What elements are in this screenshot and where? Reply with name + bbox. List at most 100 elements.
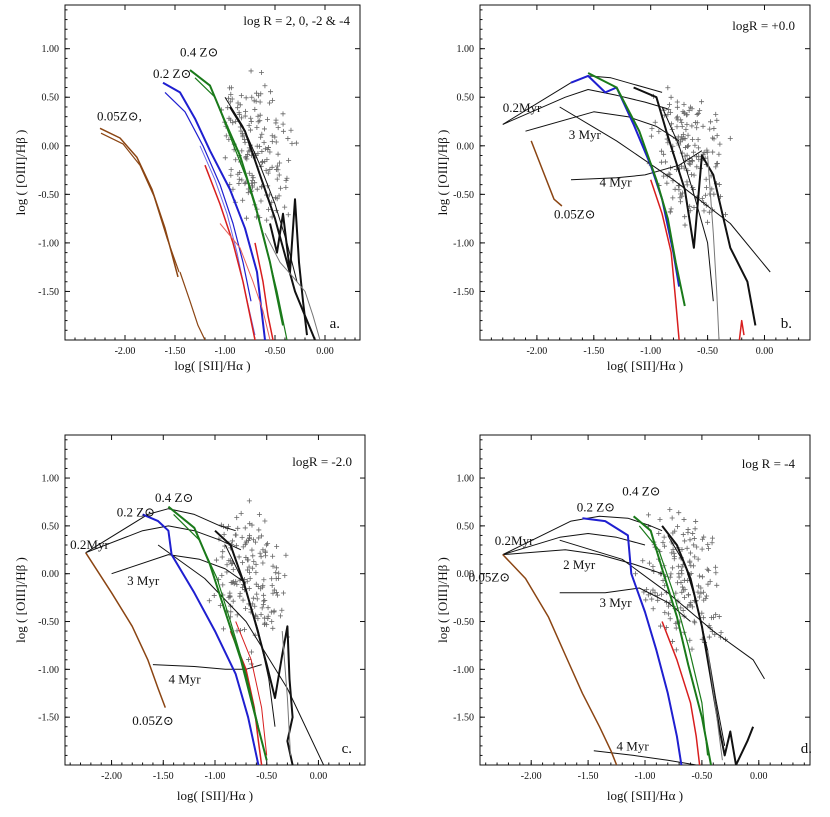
panel-b-series-diag [559, 106, 771, 273]
panel-a-obs-point [261, 126, 267, 132]
panel-d-series-diag [559, 539, 765, 680]
panel-d-obs-point [687, 637, 693, 643]
panel-c-obs-point [258, 611, 264, 617]
panel-c-obs-point [234, 515, 240, 521]
panel-d-y-tick-label: 0.50 [457, 521, 475, 532]
panel-c-obs-point [270, 590, 276, 596]
panel-d-obs-point [675, 524, 681, 530]
panel-a-obs-point [260, 158, 266, 164]
panel-d-obs-point [714, 582, 720, 588]
panel-c-obs-point [250, 595, 256, 601]
panel-d-obs-point [673, 625, 679, 631]
panel-d-obs-point [649, 596, 655, 602]
panel-c-obs-point [280, 590, 286, 596]
panel-d-obs-point [658, 591, 664, 597]
panel-c-obs-point [262, 597, 268, 603]
panel-d-obs-point [645, 512, 651, 518]
panel-c-obs-point [211, 593, 217, 599]
panel-a-ylabel: log ( [OIII]/Hβ ) [13, 130, 28, 216]
panel-b-obs-point [685, 144, 691, 150]
panel-a-obs-point [272, 195, 278, 201]
panel-a-curve-label: 0.2 Z⊙ [153, 66, 191, 81]
panel-c-obs-point [234, 612, 240, 618]
panel-a-obs-point [227, 99, 233, 105]
panel-a-obs-point [230, 120, 236, 126]
panel-d-obs-point [671, 550, 677, 556]
panel-b-curve-label: 4 Myr [599, 175, 632, 190]
panel-b-ylabel: log ( [OIII]/Hβ ) [435, 130, 450, 216]
panel-d-obs-point [692, 554, 698, 560]
panel-c-obs-point [271, 609, 277, 615]
panel-a-obs-point [229, 96, 235, 102]
panel-a-obs-point [243, 155, 249, 161]
panel-b-obs-point [667, 172, 673, 178]
panel-c-obs-point [263, 542, 269, 548]
panel-c-obs-point [246, 564, 252, 570]
panel-b-annotations: 0.2Myr 3 Myr 4 Myr 0.05Z⊙ [503, 100, 633, 222]
panel-d-obs-point [632, 571, 638, 577]
panel-a-curve-label: 0.05Z⊙, [97, 109, 142, 124]
panel-c-x-tick-label: -1.00 [205, 771, 226, 782]
panel-c-obs-point [256, 527, 262, 533]
panel-d-models [502, 515, 765, 765]
panel-b-obs-point [711, 126, 717, 132]
panel-d-obs-point [667, 616, 673, 622]
panel-d-obs-point [713, 570, 719, 576]
panel-c-obs-point [245, 537, 251, 543]
panel-c-obs-point [262, 620, 268, 626]
panel-b-x-tick-label: -1.50 [583, 346, 604, 357]
panel-c-obs-point [261, 622, 267, 628]
panel-b-series-gray [707, 155, 720, 340]
panel-b-y-tick-label: 0.00 [457, 141, 475, 152]
panel-a-series-0-4-z- [189, 69, 284, 326]
panel-d-series-red [661, 621, 701, 765]
panel-c-obs-point [238, 510, 244, 516]
panel-b-obs-point [664, 180, 670, 186]
panel-a-obs-point [255, 113, 261, 119]
panel-d-obs-point [709, 540, 715, 546]
panel-a-obs-point [265, 144, 271, 150]
panel-c-obs-point [253, 539, 259, 545]
panel-d-obs-point [679, 571, 685, 577]
panel-a-obs-point [280, 121, 286, 127]
panel-c-series-brown [85, 552, 167, 708]
panel-c-obs-point [253, 570, 259, 576]
panel-a-obs-point [283, 178, 289, 184]
panel-b-obs-point [699, 196, 705, 202]
panel-c-obs-point [250, 553, 256, 559]
panel-b-obs-point [674, 124, 680, 130]
panel-b-obs-point [713, 111, 719, 117]
panel-b-obs-point [678, 117, 684, 123]
panel-a-obs-point [259, 131, 265, 137]
panel-a-series-high-z-b [224, 96, 298, 282]
panel-b-series-4-myr [570, 150, 703, 181]
panel-b-obs-point [652, 119, 658, 125]
panel-a-obs-point [249, 180, 255, 186]
panel-b-obs-point [694, 154, 700, 160]
panel-d-y-tick-label: -1.00 [453, 665, 474, 676]
panel-a-obs-point [237, 170, 243, 176]
panel-c-obs-point [246, 569, 252, 575]
panel-d-x-tick-label: -1.50 [578, 771, 599, 782]
panel-b-y-tick-label: -1.00 [453, 238, 474, 249]
panel-a-obs-point [280, 111, 286, 117]
panel-b-y-tick-label: -1.50 [453, 287, 474, 298]
panel-a-obs-point [249, 177, 255, 183]
panel-b-x-tick-label: -2.00 [526, 346, 547, 357]
panel-c-obs-point [246, 585, 252, 591]
panel-a-obs-point [283, 184, 289, 190]
panel-a-obs-point [222, 155, 228, 161]
panel-b-obs-point [685, 143, 691, 149]
panel-c-y-tick-label: -1.00 [38, 665, 59, 676]
panel-b-obs-point [681, 101, 687, 107]
panel-c-obs-point [244, 578, 250, 584]
panel-c-obs-point [270, 553, 276, 559]
panel-a-series-0-4-z-b [194, 77, 288, 340]
panel-d-obs-point [705, 542, 711, 548]
panel-b-obs-point [692, 120, 698, 126]
panel-d-obs-point [693, 518, 699, 524]
panel-c-obs-point [241, 627, 247, 633]
panel-b-obs-point [695, 137, 701, 143]
panel-c-obs-point [269, 583, 275, 589]
panel-c-obs-point [228, 609, 234, 615]
